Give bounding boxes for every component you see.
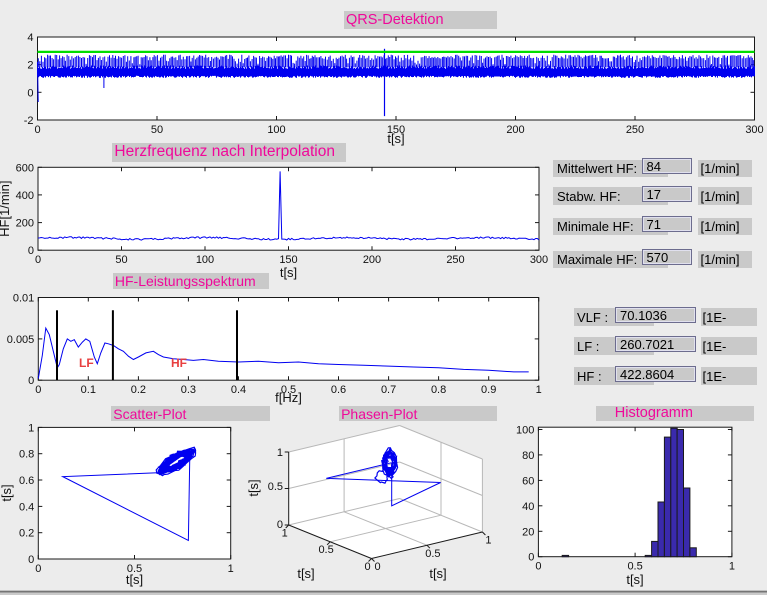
svg-text:0: 0 — [35, 254, 41, 266]
svg-text:0.9: 0.9 — [481, 384, 496, 396]
svg-text:t[s]: t[s] — [626, 572, 643, 587]
svg-text:60: 60 — [522, 475, 534, 487]
svg-text:0: 0 — [528, 552, 534, 564]
svg-text:0: 0 — [35, 563, 41, 575]
svg-text:40: 40 — [522, 501, 534, 513]
svg-text:20: 20 — [522, 526, 534, 538]
svg-text:200: 200 — [363, 254, 381, 266]
svg-text:1: 1 — [485, 535, 491, 547]
svg-text:0.5: 0.5 — [127, 563, 142, 575]
svg-text:1: 1 — [282, 528, 288, 540]
svg-text:0.8: 0.8 — [431, 384, 446, 396]
svg-text:0: 0 — [27, 87, 33, 99]
svg-text:0.1: 0.1 — [81, 384, 96, 396]
svg-text:LF: LF — [79, 356, 94, 370]
svg-text:150: 150 — [279, 254, 297, 266]
svg-text:80: 80 — [522, 450, 534, 462]
svg-text:200: 200 — [16, 218, 34, 230]
svg-text:0.005: 0.005 — [7, 334, 35, 346]
svg-text:0.01: 0.01 — [13, 293, 34, 305]
svg-text:t[s]: t[s] — [387, 131, 404, 146]
svg-text:0.6: 0.6 — [19, 475, 34, 487]
svg-text:0.5: 0.5 — [627, 561, 642, 573]
svg-text:50: 50 — [115, 254, 127, 266]
svg-text:0.2: 0.2 — [131, 384, 146, 396]
svg-text:1: 1 — [28, 422, 34, 434]
svg-text:0.6: 0.6 — [331, 384, 346, 396]
svg-text:0.5: 0.5 — [425, 548, 440, 560]
svg-text:t[s]: t[s] — [0, 484, 14, 501]
svg-text:f[Hz]: f[Hz] — [275, 390, 302, 405]
svg-text:0.7: 0.7 — [381, 384, 396, 396]
svg-text:-2: -2 — [24, 115, 34, 127]
svg-text:1: 1 — [277, 447, 283, 459]
svg-text:t[s]: t[s] — [246, 479, 261, 496]
svg-text:300: 300 — [745, 124, 763, 136]
svg-text:100: 100 — [267, 124, 285, 136]
svg-text:0.4: 0.4 — [231, 384, 246, 396]
svg-text:0.5: 0.5 — [268, 481, 283, 493]
svg-text:600: 600 — [16, 162, 34, 174]
svg-text:1: 1 — [536, 384, 542, 396]
svg-text:1: 1 — [228, 563, 234, 575]
svg-text:0.3: 0.3 — [181, 384, 196, 396]
svg-text:0.4: 0.4 — [19, 501, 34, 513]
svg-text:t[s]: t[s] — [280, 265, 297, 280]
svg-text:400: 400 — [16, 190, 34, 202]
svg-text:t[s]: t[s] — [126, 572, 143, 587]
svg-text:0: 0 — [35, 384, 41, 396]
svg-text:0: 0 — [28, 245, 34, 257]
svg-text:250: 250 — [446, 254, 464, 266]
svg-text:0.5: 0.5 — [281, 384, 296, 396]
svg-text:1: 1 — [729, 561, 735, 573]
svg-text:0.8: 0.8 — [19, 449, 34, 461]
svg-text:50: 50 — [151, 124, 163, 136]
svg-text:t[s]: t[s] — [297, 566, 314, 581]
svg-text:0.2: 0.2 — [19, 528, 34, 540]
svg-text:0: 0 — [277, 519, 283, 531]
svg-text:0: 0 — [28, 554, 34, 566]
svg-text:0: 0 — [364, 561, 370, 573]
svg-text:t[s]: t[s] — [429, 566, 446, 581]
svg-text:4: 4 — [27, 32, 33, 44]
svg-text:300: 300 — [530, 254, 548, 266]
svg-text:0: 0 — [374, 561, 380, 573]
svg-text:200: 200 — [506, 124, 524, 136]
svg-text:0: 0 — [34, 124, 40, 136]
svg-text:HF[1/min]: HF[1/min] — [0, 181, 12, 237]
svg-text:250: 250 — [626, 124, 644, 136]
svg-text:0.5: 0.5 — [318, 544, 333, 556]
svg-text:150: 150 — [387, 124, 405, 136]
svg-text:0: 0 — [28, 375, 34, 387]
svg-text:100: 100 — [196, 254, 214, 266]
svg-text:0: 0 — [535, 561, 541, 573]
svg-text:100: 100 — [516, 425, 534, 437]
svg-text:2: 2 — [27, 60, 33, 72]
svg-text:HF: HF — [171, 356, 187, 370]
